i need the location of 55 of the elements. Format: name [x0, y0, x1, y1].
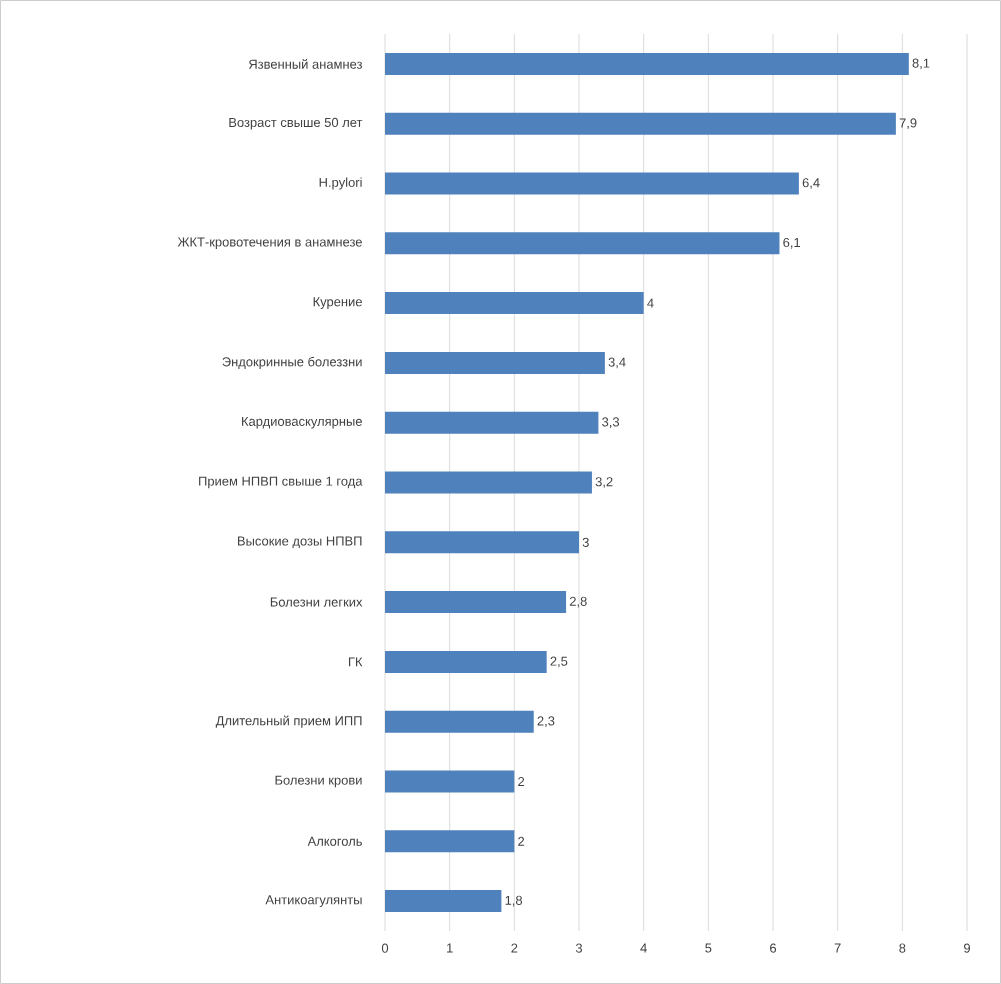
data-label: 6,1	[783, 237, 801, 249]
y-tick-label: Алкоголь	[307, 836, 362, 846]
x-tick-label: 2	[511, 943, 518, 953]
data-label: 3,2	[595, 477, 613, 488]
x-tick-label: 7	[834, 943, 841, 953]
bar	[385, 471, 592, 494]
y-tick-label: Болезни легких	[270, 597, 363, 607]
data-label: 2,5	[550, 656, 568, 668]
bar	[385, 351, 605, 374]
data-label: 8,1	[912, 58, 930, 70]
bar	[385, 292, 644, 315]
x-tick-label: 8	[899, 943, 906, 953]
data-label: 2,3	[537, 716, 555, 728]
x-tick-label: 3	[575, 943, 583, 953]
y-tick-label: Язвенный анамнез	[248, 59, 362, 69]
bar	[385, 232, 780, 255]
y-tick-label: ГК	[348, 657, 363, 667]
data-label: 1,8	[505, 895, 523, 907]
data-label: 3,4	[608, 357, 626, 369]
data-label: 2,8	[569, 596, 587, 608]
y-tick-label: ЖКТ-кровотечения в анамнезе	[177, 237, 362, 250]
data-label: 3,3	[602, 417, 620, 429]
x-tick-label: 4	[640, 943, 647, 953]
data-label: 7,9	[899, 118, 917, 130]
bar	[385, 411, 599, 434]
data-label: 6,4	[802, 178, 820, 189]
data-label: 3	[582, 537, 589, 547]
bar	[385, 112, 896, 135]
y-tick-label: Эндокринные болеззни	[222, 356, 362, 369]
y-tick-label: Высокие дозы НПВП	[238, 536, 362, 549]
bar	[385, 52, 909, 75]
y-tick-label: Длительный прием ИПП	[215, 715, 362, 728]
data-label: 2	[518, 776, 525, 787]
x-tick-label: 1	[447, 943, 453, 953]
bar	[385, 172, 799, 195]
data-label: 4	[647, 298, 654, 308]
x-tick-label: 0	[381, 943, 389, 953]
bar	[385, 591, 567, 614]
bar	[385, 770, 515, 793]
y-tick-label: Болезни крови	[275, 775, 362, 788]
bar	[385, 710, 534, 733]
data-label: 2	[518, 836, 525, 846]
bar	[385, 890, 502, 913]
bar	[385, 531, 579, 554]
x-tick-label: 9	[964, 943, 970, 953]
y-tick-label: Возраст свыше 50 лет	[229, 117, 363, 130]
bar	[385, 650, 547, 673]
x-tick-label: 6	[770, 943, 777, 953]
x-tick-label: 5	[705, 943, 712, 953]
bar	[385, 830, 515, 853]
y-tick-label: Антикоагулянты	[265, 895, 362, 907]
y-tick-label: Кардиоваскулярные	[242, 416, 362, 429]
y-tick-label: Прием НПВП свыше 1 года	[199, 476, 363, 489]
y-tick-label: H.pylori	[319, 177, 362, 190]
y-tick-label: Курение	[313, 297, 362, 309]
